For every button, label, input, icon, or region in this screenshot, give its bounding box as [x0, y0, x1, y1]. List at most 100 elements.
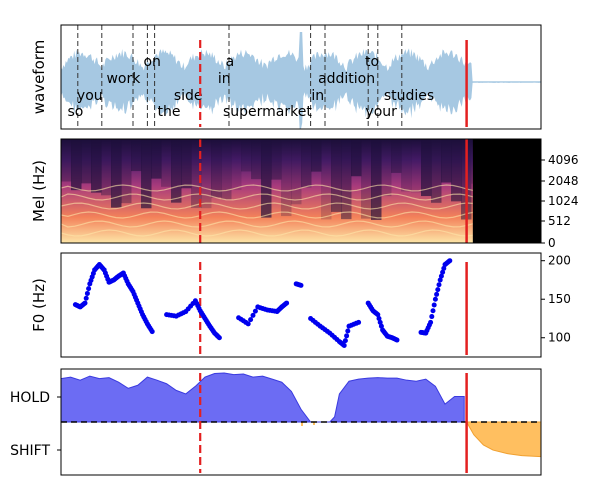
spectrogram-column: [371, 139, 382, 220]
word-label: on: [143, 54, 160, 70]
harmonic-band: [61, 220, 474, 228]
f0-point: [356, 319, 362, 325]
harmonic-band: [61, 184, 474, 192]
spectrogram-column: [221, 139, 232, 200]
mel-ytick-label: 512: [548, 214, 571, 228]
mel-ytick-label: 2048: [548, 174, 579, 188]
shift-probability-area: [465, 421, 541, 458]
spectrogram-column: [291, 139, 302, 205]
waveform-panel: soyouworkonthesideinasupermarketinadditi…: [30, 24, 542, 130]
spectrogram-column: [441, 139, 452, 183]
f0-point: [342, 338, 348, 344]
shift-probability-blip: [301, 422, 303, 426]
spectrogram-column: [331, 139, 342, 212]
f0-point: [298, 282, 304, 288]
f0-point: [376, 315, 382, 321]
f0-point: [430, 308, 436, 314]
f0-point: [431, 302, 437, 308]
spectrogram-column: [341, 139, 352, 220]
spectrogram-column: [71, 139, 82, 191]
hold-probability-area: [61, 372, 465, 423]
mel-ytick-label: 0: [548, 236, 556, 250]
spectrogram-column: [171, 139, 182, 203]
f0-point: [284, 300, 290, 306]
spectrogram-column: [181, 139, 192, 189]
word-label: studies: [384, 88, 434, 104]
f0-point: [434, 291, 440, 297]
spectrogram-column: [211, 139, 222, 198]
f0-point: [428, 319, 434, 325]
f0-point: [248, 317, 254, 323]
spectrogram-column: [401, 139, 412, 192]
spectrogram-column: [421, 139, 432, 197]
spectrogram-column: [151, 139, 162, 179]
f0-point: [83, 295, 89, 301]
word-label: a: [226, 54, 235, 70]
f0-point: [250, 312, 256, 318]
word-label: in: [218, 71, 231, 87]
f0-point: [84, 290, 90, 296]
f0-point: [86, 286, 92, 292]
mel-ytick-label: 4096: [548, 153, 579, 167]
spectrogram-column: [141, 139, 152, 209]
mel-ytick-label: 1024: [548, 194, 579, 208]
f0-point: [149, 329, 155, 335]
f0-point: [436, 282, 442, 288]
f0-ylabel: F0 (Hz): [30, 278, 48, 332]
word-label: so: [67, 104, 83, 120]
spectrogram-column: [91, 139, 102, 193]
spectrogram-column: [261, 139, 272, 218]
spectrogram-column: [121, 139, 132, 204]
spectrogram-column: [381, 139, 392, 197]
mel-axes-frame: [60, 138, 542, 244]
spectrogram-column: [321, 139, 332, 220]
f0-point: [432, 296, 438, 302]
spectrogram-column: [161, 139, 172, 187]
f0-point: [378, 323, 384, 329]
spectrogram-column: [81, 139, 92, 184]
turn-ytick-label: HOLD: [10, 390, 50, 406]
spectrogram-column: [61, 139, 72, 182]
f0-point: [216, 335, 222, 341]
spectrogram-column: [231, 139, 242, 190]
word-label: you: [77, 88, 103, 104]
turn-taking-panel: HOLD SHIFT: [10, 368, 542, 476]
word-label: to: [365, 54, 379, 70]
f0-point: [394, 337, 400, 343]
spectrogram-column: [351, 139, 362, 177]
spectrogram-column: [431, 139, 442, 203]
waveform-ylabel: waveform: [30, 40, 48, 115]
harmonic-band: [61, 193, 474, 201]
f0-ytick-label: 150: [548, 292, 571, 306]
f0-ytick-label: 200: [548, 254, 571, 268]
turn-ytick-label: SHIFT: [10, 443, 50, 459]
harmonic-band: [61, 229, 474, 237]
f0-point: [341, 342, 347, 348]
spectrogram-column: [191, 139, 202, 208]
spectrogram-column: [111, 139, 122, 208]
word-label: in: [311, 88, 324, 104]
f0-point: [438, 273, 444, 279]
f0-point: [375, 312, 381, 318]
turn-taking-axes-frame: [60, 368, 542, 476]
f0-panel: 100 150 200 F0 (Hz): [30, 252, 571, 358]
word-label: side: [174, 88, 203, 104]
word-label: supermarket: [223, 104, 312, 120]
spectrogram-column: [101, 139, 112, 196]
word-label: work: [106, 71, 141, 87]
f0-point: [440, 269, 446, 275]
spectrogram-column: [411, 139, 422, 193]
f0-point: [377, 319, 383, 325]
spectrogram-column: [241, 139, 252, 172]
silence-region: [472, 139, 541, 243]
spectrogram-column: [451, 139, 462, 202]
word-label: your: [365, 104, 397, 120]
f0-point: [345, 328, 351, 334]
f0-point: [441, 265, 447, 271]
f0-point: [245, 321, 251, 327]
word-label: the: [158, 104, 181, 120]
harmonic-band: [61, 202, 474, 210]
spectrogram-column: [311, 139, 322, 172]
shift-probability-blip: [313, 422, 315, 425]
